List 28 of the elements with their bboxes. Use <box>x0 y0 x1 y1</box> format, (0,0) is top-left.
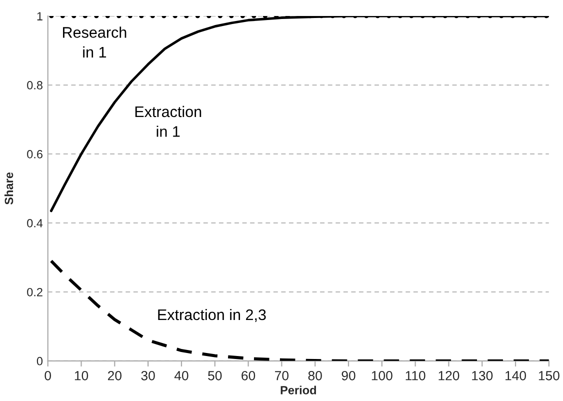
x-tick-label: 0 <box>44 370 52 380</box>
x-tick-label: 90 <box>342 370 356 380</box>
x-axis-title: Period <box>280 386 316 394</box>
x-tick-label: 130 <box>472 370 493 380</box>
x-tick-label: 140 <box>506 370 526 380</box>
x-tick-label: 50 <box>208 370 222 380</box>
y-tick-label: 0.6 <box>27 150 42 158</box>
x-tick-label: 80 <box>308 370 322 380</box>
y-axis-title: Share <box>4 172 14 205</box>
x-tick-label: 20 <box>108 370 122 380</box>
x-tick-label: 150 <box>538 370 560 380</box>
x-tick-label: 60 <box>242 370 256 380</box>
x-tick-label: 100 <box>372 370 392 380</box>
y-tick-label: 0 <box>36 356 43 366</box>
x-tick-label: 70 <box>275 370 289 380</box>
x-tick-label: 10 <box>74 370 88 380</box>
series-label: Extraction in 2,3 <box>158 308 266 322</box>
y-tick-label: 0.4 <box>27 218 43 228</box>
series-label: Research in 1 <box>63 26 126 58</box>
x-tick-label: 110 <box>406 370 426 380</box>
x-tick-label: 40 <box>174 370 188 380</box>
y-tick-label: 0.8 <box>27 81 42 90</box>
y-tick-label: 1 <box>37 12 42 20</box>
x-tick-label: 30 <box>141 370 155 380</box>
x-tick-label: 120 <box>438 370 460 380</box>
y-tick-label: 0.2 <box>27 288 42 296</box>
line-series <box>50 259 549 361</box>
series-label: Extraction in 1 <box>135 106 202 137</box>
